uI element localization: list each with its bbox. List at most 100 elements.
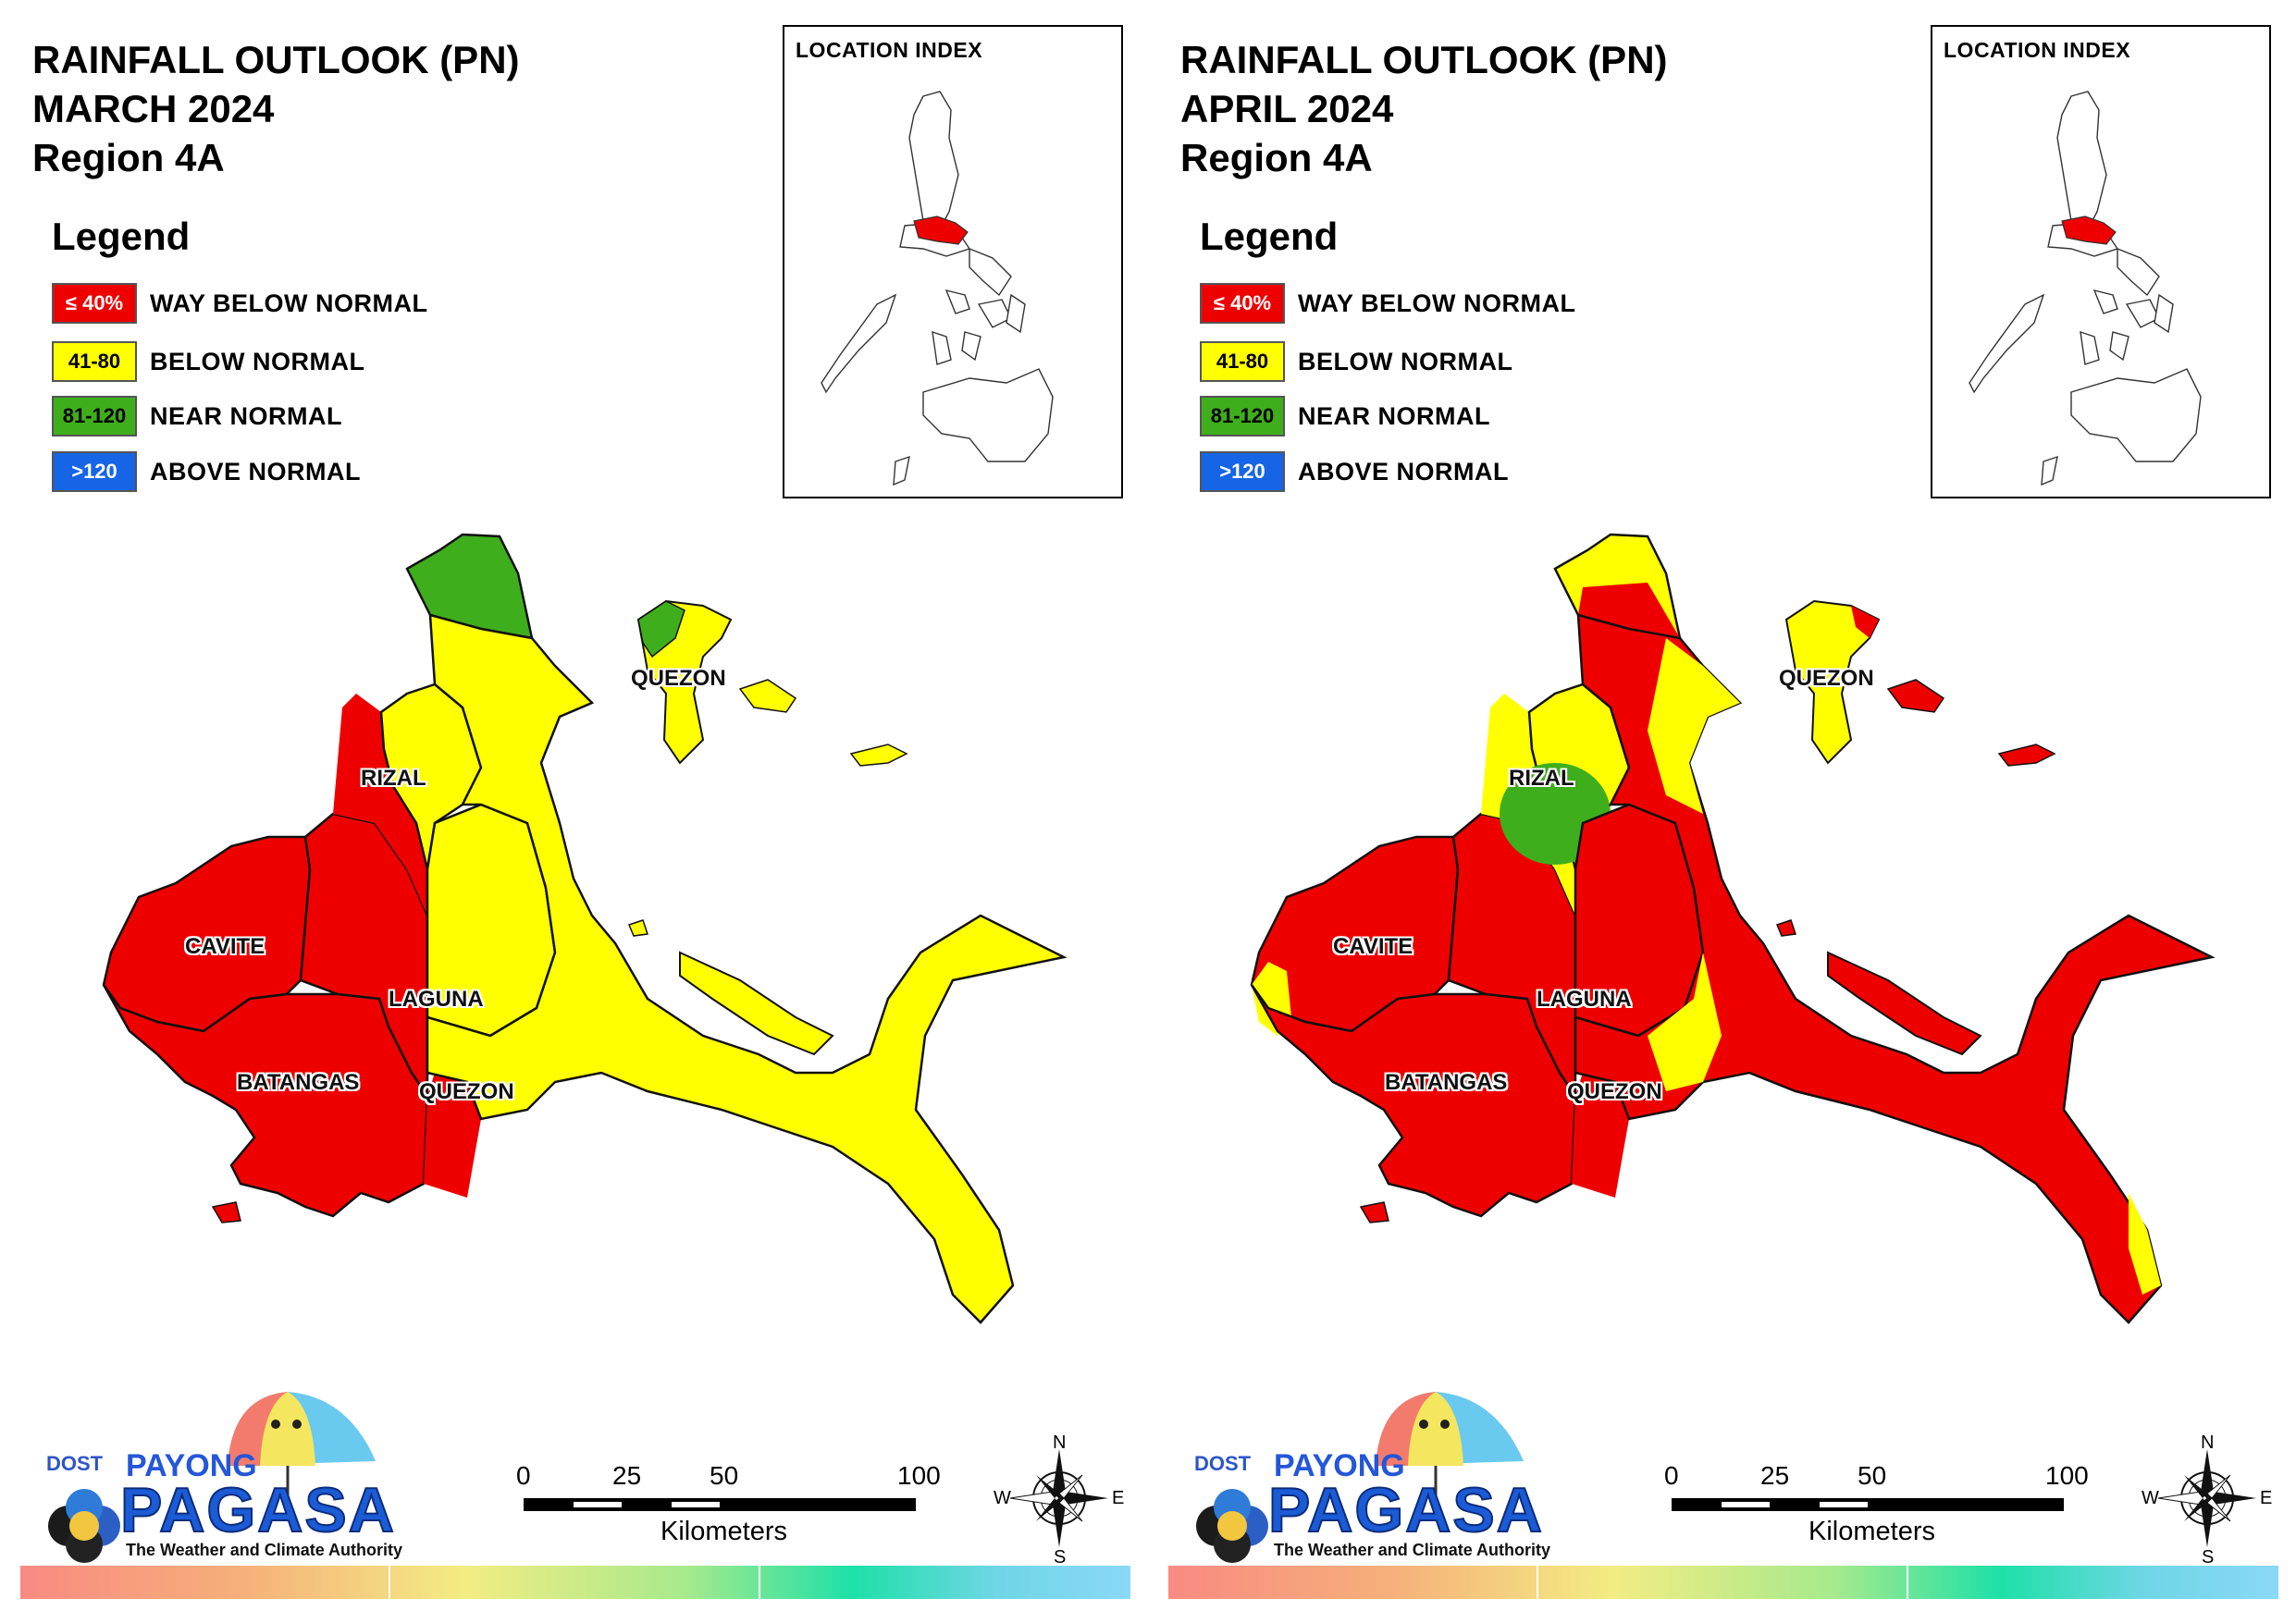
scale-unit: Kilometers bbox=[1808, 1517, 1935, 1546]
legend-label: BELOW NORMAL bbox=[1298, 347, 1513, 375]
title-line-1: RAINFALL OUTLOOK (PN) bbox=[1180, 38, 1668, 81]
legend-swatch: 41-80 bbox=[1200, 341, 1285, 382]
quezon-south-yellow bbox=[1648, 953, 1722, 1091]
pagasa-logo: DOST PAYONG PAGASA The Weather and Clima… bbox=[1181, 1387, 1550, 1568]
legend-item-above: >120 ABOVE NORMAL bbox=[52, 450, 361, 493]
scale-tick: 0 bbox=[1664, 1461, 1679, 1490]
polillo-north-green bbox=[637, 600, 685, 658]
scale-bar-graphic bbox=[524, 1498, 916, 1511]
umbrella-icon bbox=[48, 1392, 376, 1563]
alabat-island bbox=[738, 679, 797, 713]
tagline-text: The Weather and Climate Authority bbox=[126, 1541, 403, 1559]
legend-swatch: 41-80 bbox=[52, 341, 137, 382]
compass-rose: N W E S bbox=[994, 1432, 1124, 1568]
rainfall-map-april bbox=[1250, 533, 2216, 1324]
title-line-2: APRIL 2024 bbox=[1180, 87, 1394, 130]
color-bar-divider bbox=[389, 1566, 390, 1599]
location-index-title: LOCATION INDEX bbox=[1944, 38, 2131, 62]
polillo-red bbox=[1851, 606, 1879, 638]
title-line-2: MARCH 2024 bbox=[32, 87, 275, 130]
compass-w: W bbox=[994, 1488, 1011, 1508]
scale-tick: 50 bbox=[1858, 1461, 1887, 1490]
legend-heading: Legend bbox=[1200, 215, 1339, 258]
philippines-locator-map bbox=[1969, 91, 2202, 486]
umbrella-icon bbox=[1196, 1392, 1524, 1563]
pagasa-text: PAGASA bbox=[1267, 1474, 1544, 1546]
outlook-panel-march: RAINFALL OUTLOOK (PN) MARCH 2024 Region … bbox=[20, 25, 1130, 1599]
legend-heading: Legend bbox=[52, 215, 191, 258]
legend-label: NEAR NORMAL bbox=[150, 401, 342, 430]
pagasa-logo: DOST PAYONG PAGASA The Weather and Clima… bbox=[33, 1387, 402, 1568]
legend-item-below: 41-80 BELOW NORMAL bbox=[1200, 340, 1512, 383]
compass-n: N bbox=[1053, 1432, 1067, 1453]
batangas-east-fill bbox=[424, 1073, 481, 1198]
label-batangas: BATANGAS bbox=[237, 1070, 360, 1095]
verde-island bbox=[211, 1201, 241, 1223]
batangas-region bbox=[1250, 984, 1577, 1218]
scale-tick: 25 bbox=[1760, 1461, 1790, 1490]
legend-item-near: 81-120 NEAR NORMAL bbox=[52, 395, 342, 437]
scale-bar: 0 25 50 100 Kilometers bbox=[1664, 1461, 2089, 1554]
scale-tick: 100 bbox=[897, 1461, 941, 1490]
color-bar-divider bbox=[1537, 1566, 1538, 1599]
quezon-main-region bbox=[426, 613, 1068, 1324]
footer-color-bar bbox=[20, 1566, 1130, 1599]
compass-rose: N W E S bbox=[2142, 1432, 2272, 1568]
label-quezon-south: QUEZON bbox=[1567, 1079, 1662, 1104]
label-laguna: LAGUNA bbox=[389, 987, 484, 1012]
dost-text: DOST bbox=[1194, 1452, 1252, 1475]
compass-w: W bbox=[2142, 1488, 2159, 1508]
batangas-region bbox=[102, 984, 429, 1218]
alabat-island bbox=[1886, 679, 1945, 713]
scale-tick: 100 bbox=[2045, 1461, 2089, 1490]
legend-label: ABOVE NORMAL bbox=[1298, 457, 1509, 486]
compass-e: E bbox=[2260, 1488, 2273, 1508]
legend-label: WAY BELOW NORMAL bbox=[1298, 289, 1576, 317]
rizal-east-region bbox=[379, 682, 483, 870]
quezon-north-region bbox=[405, 533, 534, 640]
legend-swatch: ≤ 40% bbox=[1200, 283, 1285, 324]
rainfall-map-march bbox=[102, 533, 1068, 1324]
scale-tick: 25 bbox=[612, 1461, 642, 1490]
map-title: RAINFALL OUTLOOK (PN) APRIL 2024 Region … bbox=[1180, 35, 1668, 182]
label-quezon-south: QUEZON bbox=[419, 1079, 514, 1104]
scale-bar-graphic bbox=[1672, 1498, 2064, 1511]
label-batangas: BATANGAS bbox=[1385, 1070, 1508, 1095]
legend-swatch: 81-120 bbox=[52, 396, 137, 436]
label-rizal: RIZAL bbox=[361, 766, 426, 791]
legend-item-above: >120 ABOVE NORMAL bbox=[1200, 450, 1509, 493]
legend-item-way-below: ≤ 40% WAY BELOW NORMAL bbox=[52, 282, 428, 325]
compass-icon bbox=[2157, 1449, 2256, 1547]
color-bar-divider bbox=[759, 1566, 760, 1599]
legend-label: WAY BELOW NORMAL bbox=[150, 289, 428, 317]
legend-item-below: 41-80 BELOW NORMAL bbox=[52, 340, 364, 383]
label-cavite: CAVITE bbox=[185, 934, 265, 959]
jomalig-island bbox=[849, 744, 908, 767]
legend-item-near: 81-120 NEAR NORMAL bbox=[1200, 395, 1490, 437]
legend-label: ABOVE NORMAL bbox=[150, 457, 361, 486]
title-line-3: Region 4A bbox=[1180, 136, 1373, 179]
quezon-north-red bbox=[1578, 583, 1680, 638]
label-laguna: LAGUNA bbox=[1537, 987, 1632, 1012]
philippines-locator-map bbox=[821, 91, 1054, 486]
map-title: RAINFALL OUTLOOK (PN) MARCH 2024 Region … bbox=[32, 35, 520, 182]
payong-text: PAYONG bbox=[126, 1448, 257, 1483]
region-4a-highlight bbox=[913, 215, 969, 245]
footer-color-bar bbox=[1168, 1566, 2278, 1599]
title-line-3: Region 4A bbox=[32, 136, 225, 179]
region-4a-highlight bbox=[2061, 215, 2117, 245]
legend-swatch: >120 bbox=[1200, 451, 1285, 492]
scale-bar: 0 25 50 100 Kilometers bbox=[516, 1461, 941, 1554]
compass-e: E bbox=[1112, 1488, 1125, 1508]
location-index-inset: LOCATION INDEX bbox=[1931, 25, 2271, 498]
small-island bbox=[1775, 919, 1796, 937]
rizal-west-region bbox=[333, 694, 427, 916]
location-index-inset: LOCATION INDEX bbox=[783, 25, 1123, 498]
compass-n: N bbox=[2201, 1432, 2215, 1453]
label-cavite: CAVITE bbox=[1333, 934, 1413, 959]
quezon-west-yellow bbox=[1648, 638, 1740, 814]
dost-text: DOST bbox=[46, 1452, 104, 1475]
quezon-tip-yellow bbox=[2129, 1193, 2161, 1295]
scale-tick: 50 bbox=[710, 1461, 739, 1490]
batangas-east-fill bbox=[1572, 1073, 1629, 1198]
